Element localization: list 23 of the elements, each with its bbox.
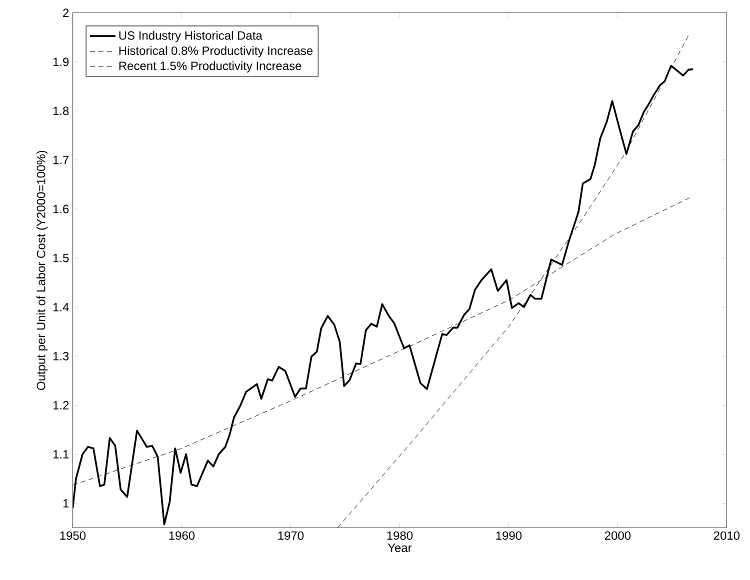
y-tick-label: 1.7 <box>53 156 69 164</box>
y-tick-label: 1.2 <box>53 400 69 410</box>
x-tick-label: 2000 <box>604 531 631 540</box>
x-tick-label: 1960 <box>169 531 195 540</box>
x-tick-label: 1950 <box>60 531 86 540</box>
y-tick-label: 1.8 <box>53 106 69 116</box>
x-tick-label: 1980 <box>387 531 413 540</box>
x-axis-title: Year <box>388 544 412 552</box>
y-tick-label: 1.3 <box>53 352 69 360</box>
y-axis-title: Output per Unit of Labor Cost (Y2000=100%) <box>36 150 48 390</box>
legend-label: US Industry Historical Data <box>119 30 262 42</box>
x-tick-label: 1970 <box>278 531 304 540</box>
y-tick-label: 1.6 <box>53 204 69 214</box>
x-tick-label: 2010 <box>714 531 740 540</box>
y-tick-label: 1.1 <box>53 450 69 458</box>
x-tick-label: 1990 <box>496 531 522 540</box>
legend-label: Historical 0.8% Productivity Increase <box>119 46 313 58</box>
y-tick-label: 1.5 <box>53 254 69 262</box>
legend-label: Recent 1.5% Productivity Increase <box>119 61 302 72</box>
y-tick-label: 1.9 <box>53 58 69 66</box>
y-tick-label: 1.4 <box>53 302 69 312</box>
y-tick-label: 1 <box>63 499 69 508</box>
y-tick-label: 2 <box>63 8 69 17</box>
